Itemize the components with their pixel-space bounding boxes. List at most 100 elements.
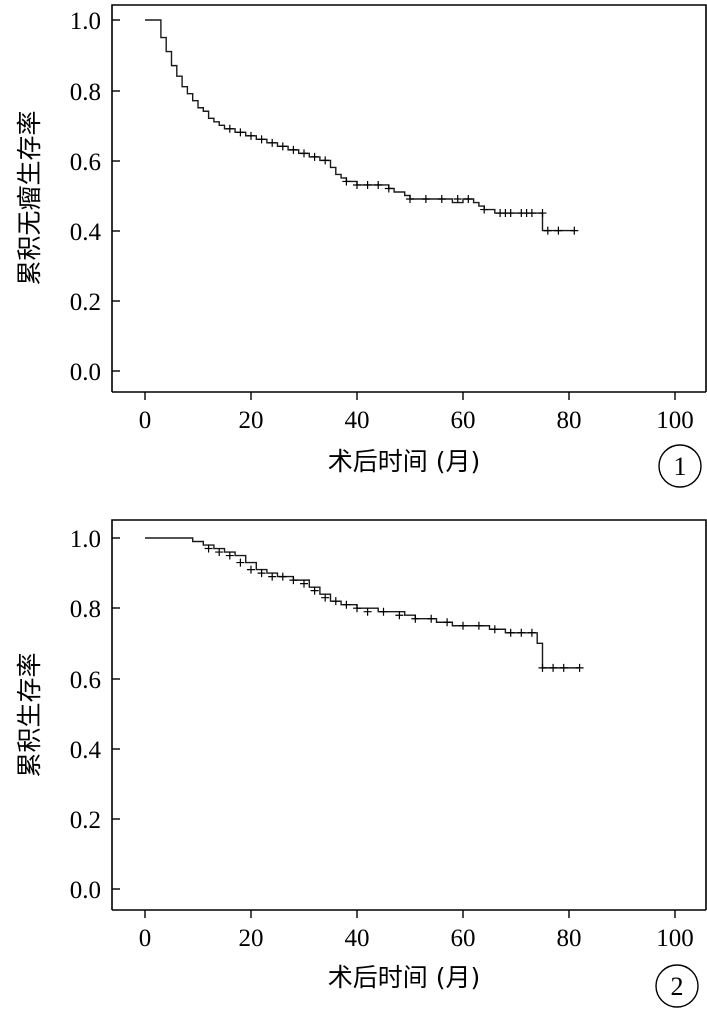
censor-mark — [421, 195, 430, 204]
x-tick-label: 60 — [451, 925, 476, 952]
y-axis-title: 累积生存率 — [15, 652, 44, 777]
censor-mark — [289, 576, 298, 585]
panel-number-badge: 1 — [658, 444, 702, 488]
y-tick-label: 0.4 — [70, 737, 102, 764]
y-tick-label: 0.2 — [70, 807, 101, 834]
censor-mark — [321, 593, 330, 602]
y-tick-label: 0.4 — [70, 219, 102, 246]
censor-mark — [374, 180, 383, 189]
censor-mark — [379, 607, 388, 616]
y-tick-label: 1.0 — [70, 526, 101, 553]
censor-mark — [278, 572, 287, 581]
censor-mark — [411, 614, 420, 623]
censor-mark — [342, 177, 351, 186]
censor-mark — [570, 226, 579, 235]
censor-mark — [257, 135, 266, 144]
censor-mark — [363, 180, 372, 189]
censor-mark — [406, 195, 414, 204]
y-tick-label: 0.6 — [70, 149, 101, 176]
censor-mark — [321, 156, 330, 165]
censor-mark — [331, 597, 340, 606]
censor-mark — [268, 572, 277, 581]
censor-mark — [527, 209, 536, 218]
censor-mark — [543, 226, 552, 235]
y-axis: 0.0 0.2 0.4 0.6 0.8 1.0 — [70, 526, 120, 904]
x-tick-label: 0 — [139, 407, 152, 434]
censor-mark — [506, 209, 515, 218]
y-tick-label: 0.2 — [70, 289, 101, 316]
x-tick-label: 20 — [239, 925, 264, 952]
plot-frame — [111, 519, 707, 910]
plot-frame — [111, 4, 707, 392]
censor-mark — [236, 558, 245, 567]
panel-number-circle — [658, 444, 702, 488]
censor-mark — [474, 621, 483, 630]
censor-mark — [236, 128, 245, 137]
chart-panel-2: 0.0 0.2 0.4 0.6 0.8 1.0 0 20 40 60 80 10… — [15, 519, 707, 1008]
censor-mark — [353, 180, 361, 189]
km-curve-group — [145, 19, 579, 235]
censor-mark — [310, 586, 319, 595]
censor-mark — [300, 579, 308, 588]
y-tick-label: 1.0 — [70, 8, 101, 35]
censor-mark — [268, 138, 277, 147]
x-axis-title: 术后时间 (月) — [328, 963, 480, 992]
censor-mark — [247, 565, 255, 574]
panel-number: 2 — [671, 972, 684, 1001]
censor-mark — [289, 145, 298, 154]
censor-mark — [427, 614, 436, 623]
chart-panel-1: 0.0 0.2 0.4 0.6 0.8 1.0 0 20 40 60 80 10… — [15, 4, 707, 488]
censor-mark — [480, 205, 489, 214]
censor-mark — [215, 548, 224, 557]
censor-mark — [453, 195, 462, 204]
censor-mark — [490, 625, 499, 634]
survival-curve — [145, 537, 580, 669]
censor-mark — [527, 628, 536, 637]
censor-mark — [538, 663, 547, 672]
y-tick-label: 0.0 — [70, 359, 101, 386]
censor-mark — [204, 544, 213, 553]
censor-mark — [538, 209, 547, 218]
x-tick-label: 40 — [345, 925, 370, 952]
censor-mark — [575, 663, 584, 672]
x-tick-label: 0 — [139, 925, 152, 952]
panel-number-circle — [655, 964, 699, 1008]
x-tick-label: 80 — [557, 407, 582, 434]
censor-mark — [342, 600, 351, 609]
censor-mark — [384, 184, 393, 193]
y-tick-label: 0.6 — [70, 667, 101, 694]
x-axis: 0 20 40 60 80 100 — [139, 910, 694, 952]
censor-mark — [549, 663, 558, 672]
x-tick-label: 80 — [557, 925, 582, 952]
censor-mark — [395, 611, 404, 620]
censor-mark — [353, 604, 361, 613]
x-tick-label: 20 — [239, 407, 264, 434]
censor-mark — [459, 621, 467, 630]
censor-mark — [300, 149, 308, 158]
km-curve-group — [145, 537, 584, 672]
x-tick-label: 100 — [656, 407, 694, 434]
y-axis-title: 累积无瘤生存率 — [15, 110, 44, 285]
censor-mark — [363, 607, 372, 616]
x-tick-label: 60 — [451, 407, 476, 434]
x-tick-label: 100 — [656, 925, 694, 952]
censor-mark — [517, 628, 526, 637]
y-tick-label: 0.0 — [70, 877, 101, 904]
censor-mark — [225, 124, 234, 133]
censor-mark — [506, 628, 515, 637]
x-tick-label: 40 — [345, 407, 370, 434]
censor-mark — [464, 195, 473, 204]
censor-mark — [247, 131, 255, 140]
censor-mark — [278, 142, 287, 151]
x-axis-title: 术后时间 (月) — [328, 447, 480, 476]
panel-number-badge: 2 — [655, 964, 699, 1008]
y-axis: 0.0 0.2 0.4 0.6 0.8 1.0 — [70, 8, 120, 386]
censor-mark — [257, 569, 266, 578]
censor-mark — [443, 618, 452, 627]
censor-mark — [310, 152, 319, 161]
y-tick-label: 0.8 — [70, 79, 101, 106]
censor-mark — [225, 551, 234, 560]
x-axis: 0 20 40 60 80 100 — [139, 392, 694, 434]
survival-curve — [145, 19, 575, 232]
